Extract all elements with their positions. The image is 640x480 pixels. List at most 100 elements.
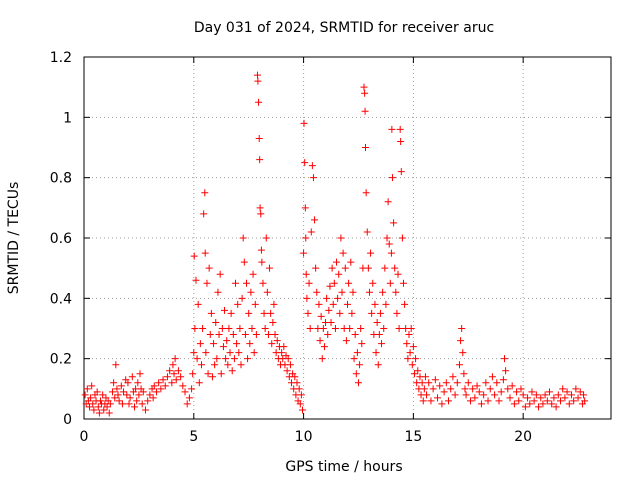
data-point <box>556 397 564 405</box>
data-point <box>461 385 469 393</box>
data-point <box>434 394 442 402</box>
data-point <box>181 388 189 396</box>
data-point <box>311 216 319 224</box>
data-point <box>546 388 554 396</box>
data-point <box>133 397 141 405</box>
data-point <box>550 394 558 402</box>
data-point <box>235 349 243 357</box>
data-point <box>423 391 431 399</box>
data-point <box>501 355 509 363</box>
data-point <box>539 400 547 408</box>
data-point <box>532 391 540 399</box>
data-point <box>347 258 355 266</box>
data-point <box>267 309 275 317</box>
data-point <box>554 391 562 399</box>
data-point <box>460 370 468 378</box>
data-point <box>457 337 465 345</box>
data-point <box>425 379 433 387</box>
data-point <box>106 400 114 408</box>
data-point <box>161 382 169 390</box>
data-point <box>202 349 210 357</box>
data-point <box>405 331 413 339</box>
data-point <box>412 355 420 363</box>
data-point <box>535 403 543 411</box>
data-point <box>90 406 98 414</box>
data-point <box>245 309 253 317</box>
data-point <box>327 318 335 326</box>
data-point <box>326 282 334 290</box>
y-tick-label: 0.8 <box>50 171 72 187</box>
data-point <box>473 382 481 390</box>
data-point <box>185 394 193 402</box>
data-point <box>203 279 211 287</box>
data-point <box>530 397 538 405</box>
data-point <box>242 279 250 287</box>
data-point <box>114 391 122 399</box>
data-point <box>305 279 313 287</box>
data-point <box>320 343 328 351</box>
data-point <box>233 340 241 348</box>
data-point <box>315 300 323 308</box>
data-point <box>334 294 342 302</box>
y-tick-label: 0.4 <box>50 291 72 307</box>
data-point <box>524 394 532 402</box>
data-point <box>124 379 132 387</box>
data-point <box>256 204 264 212</box>
data-point <box>219 343 227 351</box>
data-point <box>495 397 503 405</box>
data-point <box>352 370 360 378</box>
data-point <box>517 385 525 393</box>
data-point <box>391 264 399 272</box>
data-point <box>329 300 337 308</box>
data-point <box>255 98 263 106</box>
data-point <box>363 228 371 236</box>
data-point <box>230 355 238 363</box>
x-axis-title: GPS time / hours <box>285 459 402 475</box>
data-point <box>357 325 365 332</box>
data-point <box>360 83 368 91</box>
data-point <box>378 340 386 348</box>
data-point <box>431 376 439 384</box>
data-point <box>304 309 312 317</box>
data-point <box>466 397 474 405</box>
data-point <box>375 331 383 339</box>
data-point <box>236 325 244 332</box>
data-point <box>399 279 407 287</box>
data-point <box>373 318 381 326</box>
data-point <box>232 279 240 287</box>
data-point <box>336 309 344 317</box>
data-point <box>135 391 143 399</box>
data-point <box>581 397 589 405</box>
data-point <box>369 279 377 287</box>
data-point <box>216 270 224 278</box>
chart-title: Day 031 of 2024, SRMTID for receiver aru… <box>194 20 494 36</box>
data-point <box>409 343 417 351</box>
data-point <box>469 385 477 393</box>
data-point <box>447 385 455 393</box>
data-point <box>537 394 545 402</box>
data-point <box>303 294 311 302</box>
data-point <box>227 309 235 317</box>
data-point <box>477 400 485 408</box>
data-point <box>302 234 310 242</box>
data-point <box>361 107 369 115</box>
data-point <box>166 367 174 375</box>
data-point <box>93 388 101 396</box>
data-point <box>449 373 457 381</box>
data-point <box>85 403 93 411</box>
data-point <box>239 234 247 242</box>
data-point <box>574 394 582 402</box>
data-point <box>393 309 401 317</box>
data-point <box>541 391 549 399</box>
data-point <box>195 379 203 387</box>
data-point <box>358 340 366 348</box>
data-point <box>95 409 103 417</box>
data-point <box>475 388 483 396</box>
data-point <box>206 331 214 339</box>
data-point <box>141 406 149 414</box>
data-point <box>237 361 245 369</box>
data-point <box>170 370 178 378</box>
data-point <box>163 373 171 381</box>
data-point <box>284 355 292 363</box>
